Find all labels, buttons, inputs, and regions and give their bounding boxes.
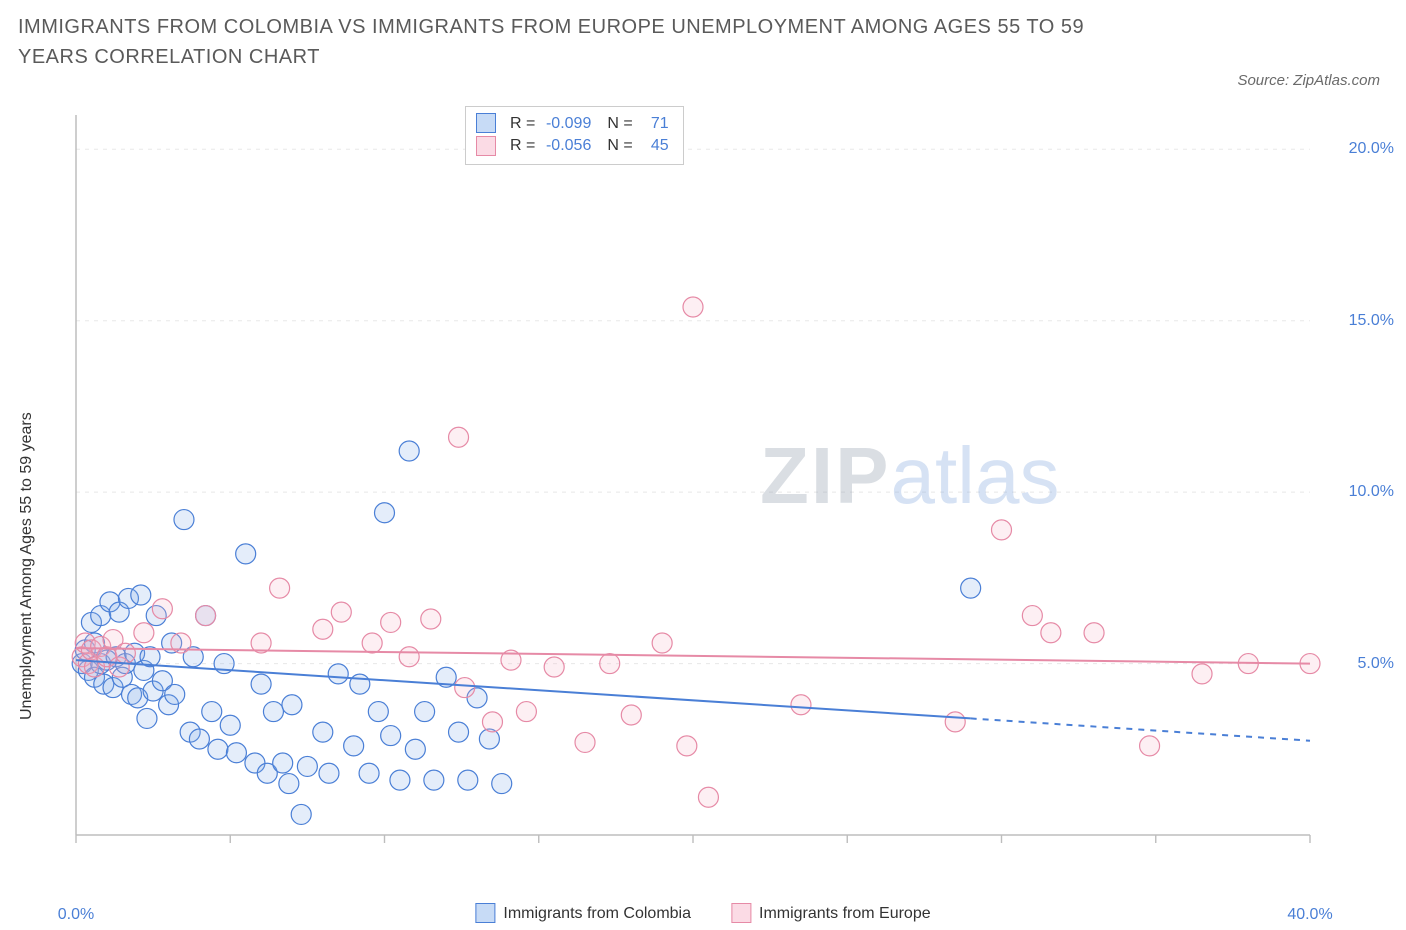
series-legend-label: Immigrants from Europe (759, 905, 931, 922)
legend-swatch-icon (476, 113, 496, 133)
series-legend-item: Immigrants from Colombia (475, 904, 691, 924)
legend-r-value: -0.056 (541, 135, 591, 157)
legend-r-value: -0.099 (541, 113, 591, 135)
correlation-legend-box: R = -0.099 N = 71 R = -0.056 N = 45 (465, 106, 684, 165)
y-tick-label: 15.0% (1349, 312, 1394, 330)
legend-n-label: N = (607, 135, 632, 157)
chart-container: IMMIGRANTS FROM COLOMBIA VS IMMIGRANTS F… (0, 0, 1406, 930)
series-legend-label: Immigrants from Colombia (503, 905, 691, 922)
y-tick-label: 10.0% (1349, 483, 1394, 501)
y-tick-label: 20.0% (1349, 140, 1394, 158)
x-tick-label: 0.0% (58, 906, 94, 924)
scatter-plot-svg (70, 105, 1380, 875)
plot-area (70, 105, 1380, 875)
series-legend-item: Immigrants from Europe (731, 904, 931, 924)
legend-swatch-icon (476, 136, 496, 156)
legend-swatch-icon (731, 903, 751, 923)
x-tick-label: 40.0% (1287, 906, 1332, 924)
chart-title: IMMIGRANTS FROM COLOMBIA VS IMMIGRANTS F… (18, 12, 1118, 72)
legend-n-value: 71 (639, 113, 669, 135)
correlation-legend-row: R = -0.056 N = 45 (476, 135, 669, 157)
legend-n-label: N = (607, 113, 632, 135)
series-legend: Immigrants from Colombia Immigrants from … (475, 904, 930, 924)
legend-r-label: R = (510, 135, 535, 157)
correlation-legend-row: R = -0.099 N = 71 (476, 113, 669, 135)
y-tick-label: 5.0% (1358, 655, 1394, 673)
legend-swatch-icon (475, 903, 495, 923)
source-attribution: Source: ZipAtlas.com (1237, 72, 1380, 89)
legend-n-value: 45 (639, 135, 669, 157)
legend-r-label: R = (510, 113, 535, 135)
y-axis-label: Unemployment Among Ages 55 to 59 years (18, 412, 36, 720)
